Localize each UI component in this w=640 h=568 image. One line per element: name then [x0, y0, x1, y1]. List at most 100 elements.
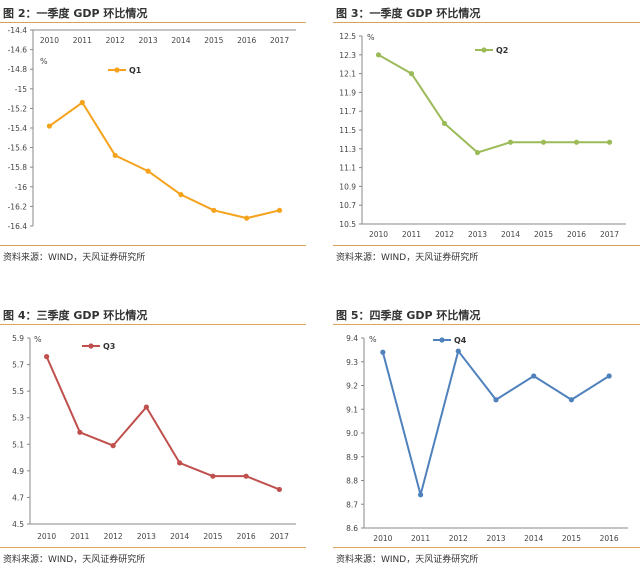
chart-1-y-tick-label: -15.4: [8, 124, 28, 133]
chart-3-series-line-q3: [45, 356, 280, 491]
chart-2-data-point: [507, 139, 514, 145]
chart-2-source-rule: [333, 245, 640, 246]
chart-3-x-tick-label: 2014: [170, 532, 189, 541]
chart-1-data-point: [112, 152, 118, 159]
chart-2-data-point: [441, 120, 448, 127]
chart-2-data-point: [540, 139, 547, 145]
chart-3-x-tick-label: 2013: [137, 532, 156, 541]
chart-2-y-tick-label: 12.1: [339, 70, 356, 79]
chart-2-x-tick-label: 2014: [501, 230, 520, 239]
chart-1-y-tick-label: -16: [15, 183, 27, 192]
chart-4-y-tick-label: 8.7: [346, 500, 358, 509]
chart-4-x-tick-label: 2013: [486, 534, 505, 543]
chart-2-y-tick-label: 12.5: [339, 32, 356, 41]
chart-3-data-point: [243, 473, 249, 479]
chart-3-title: 图 4：三季度 GDP 环比情况: [3, 309, 148, 322]
chart-3-y-tick-label: 5.3: [12, 414, 24, 423]
chart-1-source-rule: [0, 245, 306, 246]
chart-1-legend-label: Q1: [129, 66, 142, 75]
chart-4-data-point: [531, 373, 537, 379]
chart-1-y-tick-label: -15.8: [8, 163, 28, 172]
chart-2-data-point: [573, 139, 580, 145]
chart-4-y-tick-label: 9.0: [346, 429, 358, 438]
chart-2-series-line-q2: [378, 53, 610, 154]
chart-4-legend-label: Q4: [454, 336, 467, 345]
chart-3-data-point: [210, 473, 216, 479]
chart-3-y-tick-label: 4.9: [12, 467, 24, 476]
chart-4-data-point: [417, 492, 424, 498]
chart-1-data-point: [145, 168, 151, 174]
chart-2-y-tick-label: 11.1: [339, 164, 356, 173]
chart-1-x-tick-label: 2014: [171, 36, 190, 45]
chart-4-legend-marker: [439, 337, 445, 343]
chart-4-x-tick-label: 2016: [600, 534, 619, 543]
chart-1-x-tick-label: 2015: [204, 36, 223, 45]
chart-1-x-tick-label: 2017: [270, 36, 289, 45]
chart-4-gdp-q4: 9.4 9.3 9.2 9.1 9.0 8.9 8.8 8.7 8.6 2010 2011 2012 2…: [346, 334, 628, 543]
chart-4-data-point: [380, 349, 386, 355]
chart-4-series-line-q4: [381, 350, 610, 496]
chart-4-data-point: [493, 397, 499, 403]
chart-4-y-tick-label: 9.4: [346, 334, 358, 343]
chart-1-x-tick-label: 2016: [237, 36, 256, 45]
chart-4-x-tick-label: 2015: [562, 534, 581, 543]
chart-2-data-point: [375, 52, 382, 58]
chart-3-x-tick-label: 2017: [270, 532, 289, 541]
chart-3-data-point: [110, 443, 116, 449]
chart-1-data-point: [178, 192, 184, 198]
chart-1-x-tick-label: 2010: [40, 36, 59, 45]
chart-2-x-tick-label: 2017: [600, 230, 619, 239]
chart-1-title: 图 2：一季度 GDP 环比情况: [3, 7, 148, 20]
chart-3-data-point: [276, 486, 282, 493]
chart-1-legend-marker: [114, 67, 120, 73]
chart-4-x-tick-label: 2011: [411, 534, 430, 543]
chart-2-y-tick-label: 10.9: [339, 182, 356, 191]
chart-4-y-tick-label: 8.6: [346, 524, 358, 533]
chart-2-legend-label: Q2: [496, 46, 508, 55]
chart-2-y-tick-label: 11.3: [339, 145, 356, 154]
chart-4-x-tick-label: 2010: [373, 534, 392, 543]
chart-4-title-rule: [333, 324, 640, 325]
chart-2-data-point: [606, 139, 613, 145]
chart-2-x-tick-label: 2013: [468, 230, 487, 239]
chart-1-data-point: [79, 99, 85, 106]
chart-3-source-rule: [0, 547, 306, 548]
chart-2-y-tick-label: 12.3: [339, 51, 356, 60]
chart-4-y-tick-label: 8.8: [346, 477, 358, 486]
chart-3-unit-label: %: [34, 335, 42, 344]
chart-2-gdp-q2: 12.5 12.3 12.1 11.9 11.7 11.5 11.3 11.1 10.9 10.7…: [339, 32, 626, 239]
chart-4-source-rule: [333, 547, 640, 548]
chart-1-y-tick-label: -16.2: [8, 202, 28, 211]
chart-2-title: 图 3：一季度 GDP 环比情况: [336, 7, 481, 20]
chart-4-data-point: [568, 397, 575, 403]
chart-4-y-tick-label: 9.2: [346, 382, 358, 391]
chart-3-x-tick-label: 2010: [37, 532, 56, 541]
chart-4-title: 图 5：四季度 GDP 环比情况: [336, 309, 481, 322]
chart-4-y-tick-label: 9.1: [346, 405, 358, 414]
chart-2-x-tick-label: 2012: [435, 230, 454, 239]
chart-3-x-tick-label: 2011: [70, 532, 89, 541]
chart-1-y-tick-label: -16.4: [8, 222, 28, 231]
chart-3-data-point: [177, 460, 183, 466]
chart-3-data-point: [77, 429, 83, 435]
chart-2-x-tick-label: 2010: [369, 230, 388, 239]
chart-2-data-point: [474, 149, 481, 156]
chart-3-legend-label: Q3: [103, 342, 115, 351]
chart-2-y-tick-label: 11.9: [339, 88, 356, 97]
chart-3-y-tick-label: 5.7: [12, 361, 24, 370]
chart-2-y-tick-label: 11.7: [339, 107, 356, 116]
chart-4-y-tick-label: 8.9: [346, 453, 358, 462]
chart-4-data-point: [606, 373, 612, 379]
chart-3-gdp-q3: 5.9 5.7 5.5 5.3 5.1 4.9 4.7 4.5 2010 2011 2012 2013…: [12, 334, 296, 541]
chart-1-y-tick-label: -15: [15, 85, 27, 94]
chart-1-source: 资料来源：WIND，天风证券研究所: [3, 253, 146, 263]
chart-2-source: 资料来源：WIND，天风证券研究所: [336, 253, 479, 263]
chart-3-x-tick-label: 2016: [237, 532, 256, 541]
chart-3-x-tick-label: 2015: [203, 532, 222, 541]
chart-3-x-tick-label: 2012: [104, 532, 123, 541]
chart-1-data-point: [46, 123, 53, 129]
chart-3-y-tick-label: 4.5: [12, 520, 24, 529]
chart-2-y-tick-label: 10.5: [339, 220, 356, 229]
chart-1-y-tick-label: -14.8: [8, 65, 28, 74]
chart-1-x-tick-label: 2013: [139, 36, 158, 45]
